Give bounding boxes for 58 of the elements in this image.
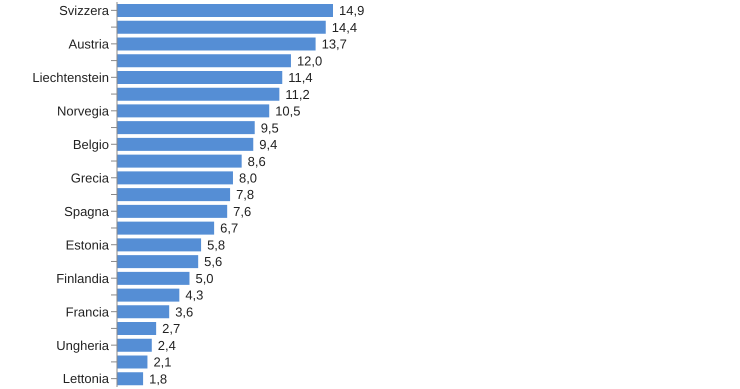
- data-label: 14,4: [332, 20, 358, 35]
- bar: [117, 322, 156, 336]
- data-label: 11,2: [285, 86, 310, 102]
- data-label: 5,6: [204, 254, 222, 270]
- bar: [117, 288, 180, 302]
- y-tick-label: Finlandia: [56, 270, 110, 286]
- data-label: 4,3: [185, 288, 204, 303]
- y-tick-label: Ungheria: [56, 338, 110, 353]
- data-label: 8,6: [248, 154, 266, 169]
- data-label: 14,9: [339, 3, 364, 18]
- bar: [117, 70, 282, 84]
- bar: [117, 238, 202, 252]
- data-label: 5,8: [207, 237, 226, 252]
- bar: [117, 121, 255, 134]
- y-tick-label: Belgio: [72, 136, 109, 152]
- data-label: 13,7: [322, 36, 347, 52]
- data-label: 9,5: [260, 120, 279, 136]
- bar: [117, 338, 152, 352]
- bar: [117, 138, 254, 151]
- data-label: 12,0: [296, 53, 322, 68]
- y-tick-label: Austria: [68, 36, 110, 52]
- bar: [117, 154, 242, 168]
- y-tick-label: Spagna: [64, 204, 110, 219]
- y-tick-label: Estonia: [66, 237, 110, 252]
- bar: [117, 171, 233, 184]
- y-tick-label: Grecia: [70, 170, 110, 186]
- bar: [117, 37, 316, 50]
- bar: [117, 88, 280, 101]
- data-label: 3,6: [175, 304, 194, 320]
- bar: [117, 372, 144, 386]
- data-label: 8,0: [238, 170, 258, 186]
- data-label: 9,4: [259, 137, 278, 152]
- data-label: 1,8: [149, 371, 168, 386]
- bar: [117, 255, 198, 268]
- bar: [117, 272, 190, 285]
- bar: [117, 222, 214, 235]
- bar: [117, 356, 148, 369]
- y-tick-label: Svizzera: [59, 2, 110, 18]
- bar: [117, 54, 291, 68]
- data-label: 7,6: [233, 204, 252, 219]
- data-label: 11,4: [288, 70, 313, 86]
- bar: [117, 188, 230, 202]
- bar: [117, 204, 228, 218]
- bar: [117, 104, 270, 118]
- data-label: 10,5: [275, 104, 301, 119]
- y-tick-label: Francia: [66, 304, 110, 320]
- bar: [117, 20, 326, 34]
- y-tick-label: Norvegia: [56, 103, 110, 118]
- data-label: 7,8: [236, 187, 254, 202]
- data-label: 2,4: [158, 338, 176, 353]
- data-label: 5,0: [195, 270, 214, 286]
- y-tick-label: Lettonia: [62, 371, 110, 386]
- data-label: 2,7: [162, 321, 180, 336]
- y-tick-label: Liechtenstein: [32, 70, 109, 85]
- bar: [117, 305, 170, 318]
- bar: [117, 4, 333, 17]
- data-label: 2,1: [153, 354, 172, 370]
- data-label: 6,7: [220, 220, 238, 236]
